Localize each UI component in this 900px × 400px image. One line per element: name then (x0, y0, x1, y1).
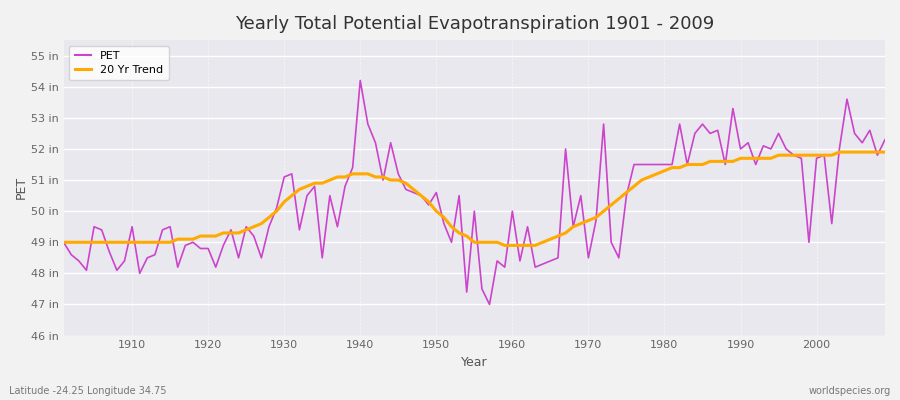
Title: Yearly Total Potential Evapotranspiration 1901 - 2009: Yearly Total Potential Evapotranspiratio… (235, 15, 714, 33)
Y-axis label: PET: PET (15, 176, 28, 200)
X-axis label: Year: Year (461, 356, 488, 369)
Text: worldspecies.org: worldspecies.org (809, 386, 891, 396)
Legend: PET, 20 Yr Trend: PET, 20 Yr Trend (69, 46, 169, 80)
Text: Latitude -24.25 Longitude 34.75: Latitude -24.25 Longitude 34.75 (9, 386, 166, 396)
